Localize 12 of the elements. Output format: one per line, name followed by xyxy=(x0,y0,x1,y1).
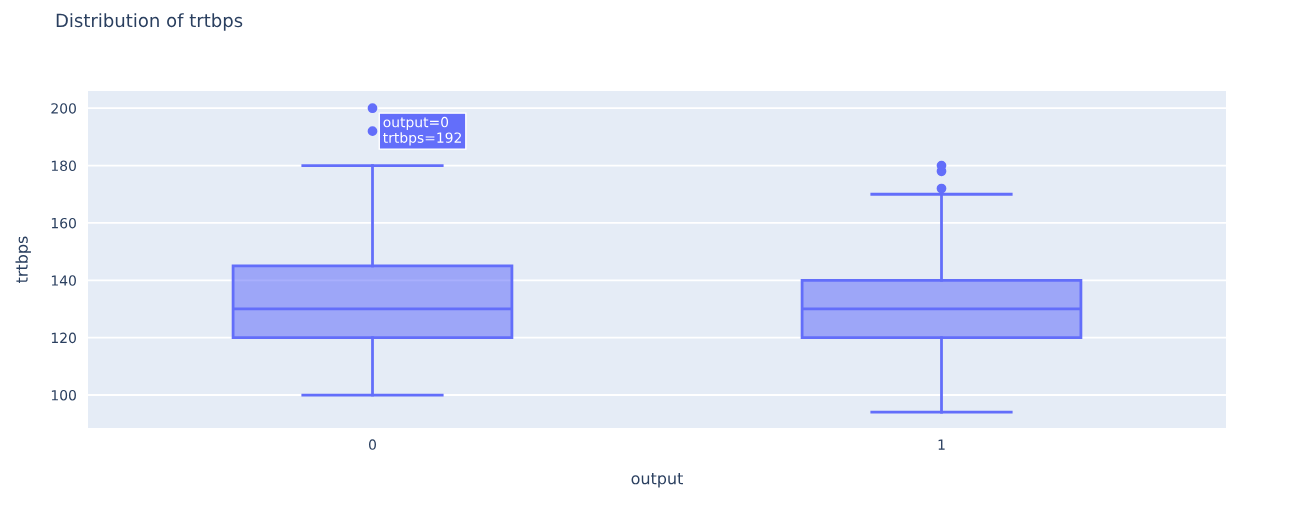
y-axis-title: trtbps xyxy=(15,236,31,283)
chart-title: Distribution of trtbps xyxy=(56,13,243,31)
annotation: output=0 trtbps=192 xyxy=(383,116,461,146)
x-tick-label: 0 xyxy=(369,439,376,450)
y-tick-label: 160 xyxy=(51,217,76,229)
x-tick-label: 1 xyxy=(938,439,945,450)
y-tick-label: 180 xyxy=(51,160,76,172)
y-tick-label: 100 xyxy=(51,389,76,401)
x-axis-title: output xyxy=(631,472,683,488)
y-tick-label: 140 xyxy=(51,275,76,286)
y-tick-label: 120 xyxy=(51,332,76,344)
y-tick-label: 200 xyxy=(51,103,76,114)
